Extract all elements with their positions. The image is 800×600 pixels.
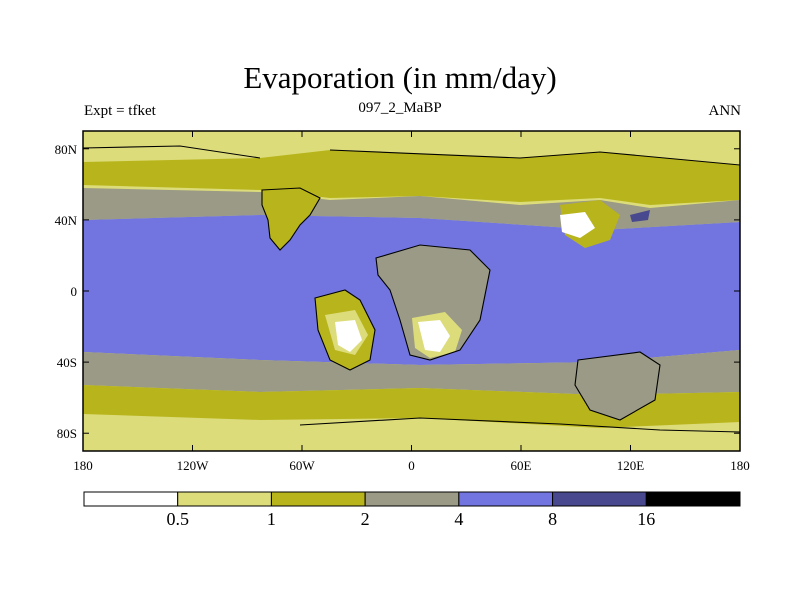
x-tick-label: 120W [177,458,210,473]
y-tick-label: 40S [57,355,77,370]
colorbar-label: 0.5 [166,509,189,529]
field-north-midlat [83,150,740,205]
colorbar-label: 16 [637,509,655,529]
colorbar-box [645,491,741,507]
colorbar-label: 4 [454,509,463,529]
colorbar-box [458,491,554,507]
x-tick-label: 180 [73,458,93,473]
colorbar-box [552,491,647,507]
colorbar-label: 2 [361,509,370,529]
map-field [83,131,740,451]
x-tick-label: 120E [617,458,645,473]
field-continent-namerica [262,188,320,250]
field-continent-australia [575,352,660,420]
colorbar: 0.5 1 2 4 8 16 [83,491,741,529]
x-tick-label: 60E [511,458,532,473]
field-high-evap-patch [630,210,650,222]
colorbar-box [83,491,179,507]
x-tick-label: 60W [289,458,315,473]
field-africa-desert [418,320,450,352]
season-label: ANN [708,103,742,119]
colorbar-label: 1 [267,509,276,529]
run-label: 097_2_MaBP [358,100,442,116]
x-tick-label: 180 [730,458,750,473]
field-south-midlat [83,385,740,428]
axis-ticks: 180 120W 60W 0 60E 120E 180 80N 40N 0 40S 80S [55,131,750,473]
field-asia-desert [560,212,595,238]
experiment-label: Expt = tfket [84,103,156,119]
colorbar-box [270,491,366,507]
colorbar-box [177,491,272,507]
x-tick-label: 0 [408,458,415,473]
y-tick-label: 40N [55,213,78,228]
y-tick-label: 80N [55,142,78,157]
colorbar-box [364,491,460,507]
y-tick-label: 0 [71,284,78,299]
field-samerica-desert [335,320,362,352]
colorbar-label: 8 [548,509,557,529]
coastlines [83,145,740,433]
y-tick-label: 80S [57,426,77,441]
chart-title: Evaporation (in mm/day) [243,60,557,95]
